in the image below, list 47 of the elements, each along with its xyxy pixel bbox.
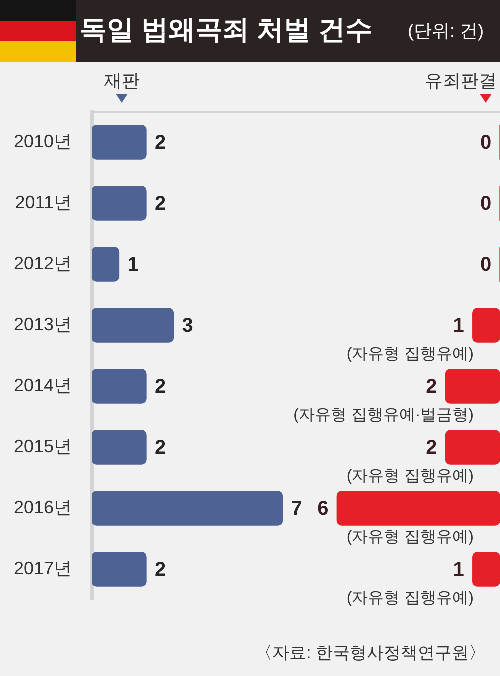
- data-label: 2: [154, 559, 166, 582]
- annotation: (자유형 집행유예): [346, 346, 474, 363]
- data-label: 7: [291, 498, 302, 520]
- y-tick-label: 2015년: [14, 436, 72, 456]
- bar: [92, 247, 120, 282]
- data-label: 2: [426, 437, 437, 460]
- y-tick-label: 2014년: [14, 375, 72, 396]
- bar: [92, 491, 284, 526]
- bar: [472, 552, 500, 587]
- bar: [92, 552, 147, 587]
- series-label: 재판: [104, 70, 140, 91]
- data-label: 6: [317, 498, 328, 520]
- bar: [92, 430, 147, 465]
- y-tick-label: 2017년: [14, 558, 72, 578]
- chart-title: 독일 법왜곡죄 처벌 건수: [80, 14, 373, 47]
- bar: [92, 369, 147, 404]
- y-tick-label: 2010년: [14, 131, 72, 152]
- data-label: 0: [480, 254, 492, 276]
- annotation: (자유형 집행유예·벌금형): [293, 406, 474, 424]
- bar: [92, 186, 147, 221]
- annotation: (자유형 집행유예): [346, 528, 474, 546]
- bar: [92, 125, 147, 160]
- text: 〈자료: 한국형사정책연구원〉: [255, 644, 486, 663]
- y-tick-label: 2011년: [15, 192, 72, 212]
- series-label: 유죄판결: [424, 70, 497, 91]
- y-tick-label: 2013년: [14, 314, 72, 334]
- annotation: (자유형 집행유예): [346, 590, 474, 607]
- data-label: 2: [154, 437, 166, 460]
- chart-subtitle: (단위: 건): [408, 20, 484, 43]
- data-label: 2: [426, 376, 437, 398]
- data-label: 3: [182, 315, 194, 338]
- data-label: 1: [128, 254, 139, 276]
- bar: [472, 308, 500, 343]
- data-label: 2: [154, 376, 166, 398]
- y-tick-label: 2012년: [14, 253, 72, 274]
- bar: [444, 369, 500, 404]
- data-label: 0: [480, 193, 492, 216]
- data-label: 0: [480, 132, 492, 154]
- data-label: 1: [452, 559, 464, 582]
- bar: [92, 308, 174, 343]
- data-label: 1: [452, 315, 464, 338]
- data-label: 2: [154, 132, 166, 154]
- bar: [336, 491, 500, 526]
- y-tick-label: 2016년: [14, 497, 72, 518]
- annotation: (자유형 집행유예): [346, 468, 474, 485]
- data-label: 2: [154, 193, 166, 216]
- bar: [444, 430, 500, 465]
